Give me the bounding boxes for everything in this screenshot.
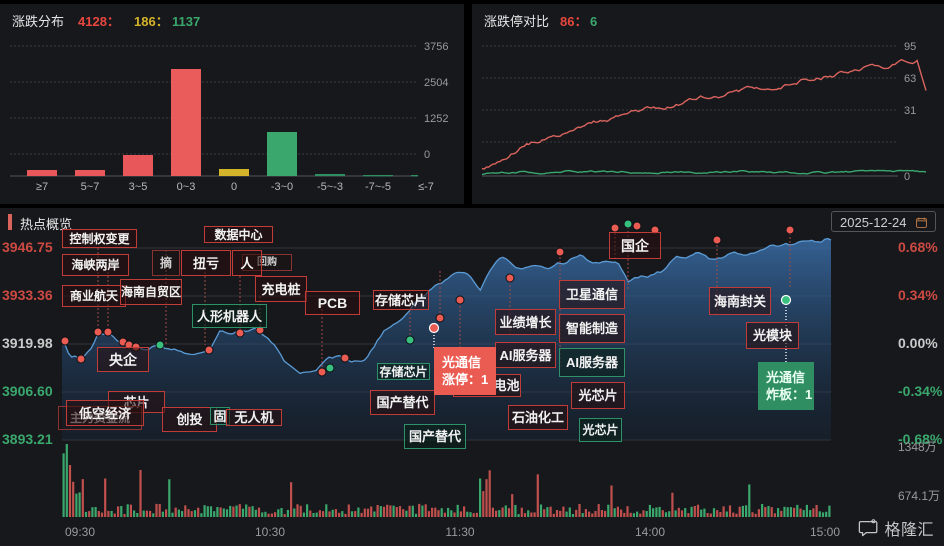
- svg-text:6: 6: [590, 14, 597, 29]
- svg-text:0: 0: [231, 181, 237, 193]
- svg-text:3~5: 3~5: [129, 181, 148, 193]
- svg-text:3919.98: 3919.98: [2, 335, 53, 351]
- svg-text:2504: 2504: [424, 77, 448, 89]
- svg-text:63: 63: [904, 73, 916, 85]
- svg-text:14:00: 14:00: [635, 525, 665, 539]
- svg-text:-5~-3: -5~-3: [317, 181, 343, 193]
- svg-text:-0.34%: -0.34%: [898, 383, 943, 399]
- svg-text:15:00: 15:00: [810, 525, 840, 539]
- svg-text:1137: 1137: [172, 14, 200, 29]
- svg-text:86：: 86：: [560, 14, 587, 29]
- svg-text:5~7: 5~7: [81, 181, 100, 193]
- svg-text:3893.21: 3893.21: [2, 431, 53, 447]
- svg-text:3946.75: 3946.75: [2, 239, 53, 255]
- svg-text:31: 31: [904, 105, 916, 117]
- svg-text:3756: 3756: [424, 41, 448, 53]
- svg-text:95: 95: [904, 41, 916, 53]
- svg-text:0~3: 0~3: [177, 181, 196, 193]
- svg-text:674.1万: 674.1万: [898, 489, 940, 503]
- svg-text:3933.36: 3933.36: [2, 287, 53, 303]
- svg-text:≥7: ≥7: [36, 181, 48, 193]
- svg-text:186：: 186：: [134, 14, 169, 29]
- svg-text:-3~0: -3~0: [271, 181, 293, 193]
- svg-text:3906.60: 3906.60: [2, 383, 53, 399]
- svg-text:涨跌分布: 涨跌分布: [12, 14, 64, 29]
- svg-text:0.68%: 0.68%: [898, 239, 938, 255]
- svg-text:0.34%: 0.34%: [898, 287, 938, 303]
- svg-text:-7~-5: -7~-5: [365, 181, 391, 193]
- svg-text:10:30: 10:30: [255, 525, 285, 539]
- svg-text:≤-7: ≤-7: [418, 181, 434, 193]
- svg-text:0.00%: 0.00%: [898, 335, 938, 351]
- svg-text:11:30: 11:30: [445, 525, 474, 539]
- svg-text:0: 0: [904, 171, 910, 183]
- svg-text:0: 0: [424, 149, 430, 161]
- svg-text:09:30: 09:30: [65, 525, 95, 539]
- svg-text:4128：: 4128：: [78, 14, 120, 29]
- svg-text:1252: 1252: [424, 113, 448, 125]
- svg-text:1348万: 1348万: [898, 440, 937, 454]
- svg-text:涨跌停对比: 涨跌停对比: [484, 14, 549, 29]
